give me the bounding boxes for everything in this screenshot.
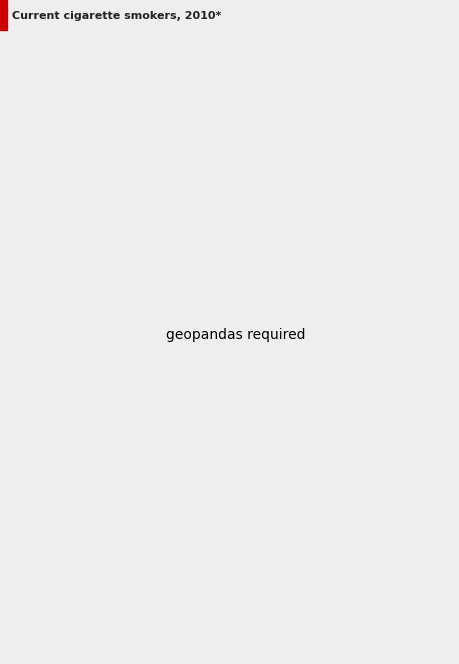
Text: geopandas required: geopandas required <box>166 328 305 343</box>
Bar <box>0 0 7 30</box>
Text: Current cigarette smokers, 2010*: Current cigarette smokers, 2010* <box>11 11 220 21</box>
